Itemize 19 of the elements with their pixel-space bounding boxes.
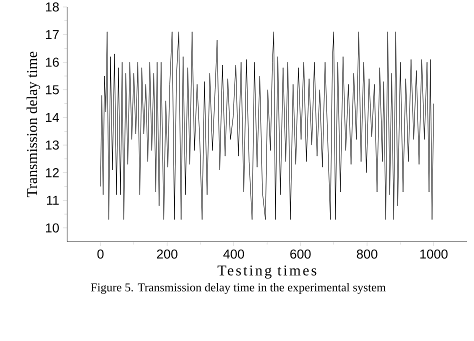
x-tick-label: 600 [290, 249, 311, 259]
y-tick-label: 16 [46, 58, 59, 67]
y-tick-label: 13 [46, 140, 59, 150]
line-series [100, 31, 434, 220]
x-axis-title: Testing times [218, 265, 316, 278]
x-tick-label: 0 [97, 249, 104, 259]
y-tick-label: 17 [46, 30, 59, 39]
caption: Figure 5. Transmission delay time in the experimental system [90, 282, 386, 294]
y-tick-label: 15 [46, 85, 59, 94]
y-tick-label: 10 [46, 223, 59, 232]
y-tick-label: 11 [46, 196, 59, 205]
y-tick-label: 12 [46, 168, 59, 178]
y-tick-label: 14 [46, 112, 60, 122]
y-axis-title: Transmission delay time [26, 52, 40, 198]
x-tick-label: 800 [356, 249, 378, 259]
x-tick-label: 400 [223, 249, 244, 259]
x-tick-label: 200 [156, 249, 178, 259]
y-tick-label: 18 [46, 2, 59, 12]
x-tick-label: 1000 [420, 249, 448, 259]
